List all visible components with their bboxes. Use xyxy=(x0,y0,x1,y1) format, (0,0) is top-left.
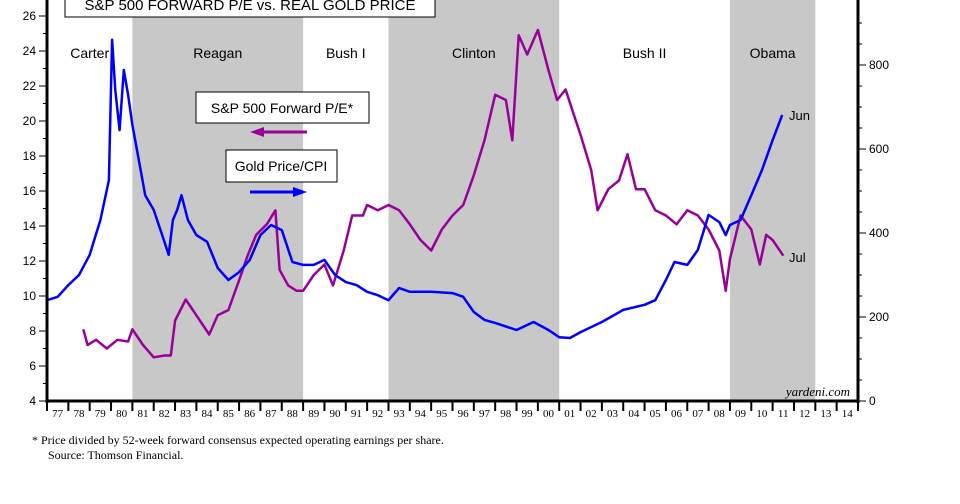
x-tick-label: 82 xyxy=(159,408,170,420)
period-label: Bush II xyxy=(623,45,667,61)
left-tick-label: 16 xyxy=(23,184,37,198)
x-tick-label: 81 xyxy=(137,408,148,420)
x-tick-label: 98 xyxy=(500,408,512,420)
series-lines xyxy=(46,28,785,359)
right-tick-label: 200 xyxy=(869,310,889,324)
source-note: Source: Thomson Financial. xyxy=(48,448,183,462)
left-tick-label: 18 xyxy=(23,149,37,163)
x-tick-label: 07 xyxy=(692,408,704,420)
x-tick-label: 91 xyxy=(351,408,362,420)
x-tick-label: 02 xyxy=(586,408,597,420)
x-tick-label: 86 xyxy=(244,408,256,420)
left-tick-label: 24 xyxy=(23,44,37,58)
x-tick-label: 14 xyxy=(842,408,854,420)
left-tick-label: 26 xyxy=(23,9,37,23)
x-tick-label: 80 xyxy=(116,408,128,420)
right-tick-label: 0 xyxy=(869,394,876,408)
pe-end-label: Jul xyxy=(789,250,806,265)
x-tick-label: 87 xyxy=(266,408,278,420)
shaded-period xyxy=(388,0,560,401)
left-tick-label: 12 xyxy=(23,254,37,268)
watermark: yardeni.com xyxy=(784,384,850,399)
x-tick-label: 05 xyxy=(650,408,662,420)
legend-pe: S&P 500 Forward P/E* xyxy=(195,91,370,137)
left-tick-label: 4 xyxy=(29,394,36,408)
chart-title: S&P 500 FORWARD P/E vs. REAL GOLD PRICE xyxy=(85,0,416,14)
x-tick-label: 97 xyxy=(479,408,491,420)
x-tick-label: 92 xyxy=(372,408,383,420)
x-tick-label: 78 xyxy=(73,408,85,420)
x-tick-label: 11 xyxy=(778,408,789,420)
x-tick-label: 79 xyxy=(95,408,107,420)
series-line-0 xyxy=(82,28,785,359)
x-tick-label: 94 xyxy=(415,408,427,420)
left-tick-label: 14 xyxy=(23,219,37,233)
x-tick-label: 12 xyxy=(799,408,810,420)
x-tick-label: 77 xyxy=(52,408,64,420)
left-tick-label: 22 xyxy=(23,79,37,93)
legend-gold-label: Gold Price/CPI xyxy=(235,158,328,174)
x-tick-label: 96 xyxy=(458,408,470,420)
right-tick-label: 600 xyxy=(869,142,889,156)
x-tick-label: 83 xyxy=(180,408,192,420)
period-label: Carter xyxy=(70,45,109,61)
x-tick-label: 85 xyxy=(223,408,235,420)
x-tick-label: 88 xyxy=(287,408,299,420)
legend-gold: Gold Price/CPI xyxy=(225,149,338,197)
x-tick-label: 99 xyxy=(522,408,534,420)
right-arrow-icon xyxy=(293,187,307,197)
footnote: * Price divided by 52-week forward conse… xyxy=(32,433,444,447)
x-tick-label: 84 xyxy=(201,408,213,420)
x-tick-label: 01 xyxy=(564,408,575,420)
left-arrow-icon xyxy=(250,127,264,137)
left-tick-label: 8 xyxy=(29,324,36,338)
legend-pe-label: S&P 500 Forward P/E* xyxy=(211,100,354,116)
president-labels: Carter Reagan Bush I Clinton Bush II Obama xyxy=(70,45,796,61)
x-tick-label: 93 xyxy=(394,408,406,420)
title-box: S&P 500 FORWARD P/E vs. REAL GOLD PRICE xyxy=(64,0,436,18)
right-tick-label: 400 xyxy=(869,226,889,240)
x-tick-label: 89 xyxy=(308,408,320,420)
period-label: Clinton xyxy=(452,45,496,61)
shaded-period xyxy=(729,0,816,401)
x-tick-label: 10 xyxy=(756,408,768,420)
x-tick-label: 06 xyxy=(671,408,683,420)
left-tick-label: 10 xyxy=(23,289,37,303)
period-label: Bush I xyxy=(326,45,366,61)
x-tick-label: 04 xyxy=(628,408,640,420)
gold-end-label: Jun xyxy=(789,108,810,123)
x-tick-label: 03 xyxy=(607,408,619,420)
left-tick-label: 20 xyxy=(23,114,37,128)
x-tick-label: 13 xyxy=(820,408,832,420)
left-tick-label: 6 xyxy=(29,359,36,373)
president-shading xyxy=(132,0,816,401)
x-tick-label: 95 xyxy=(436,408,448,420)
shaded-period xyxy=(132,0,304,401)
series-line-1 xyxy=(46,38,784,340)
x-tick-label: 08 xyxy=(714,408,726,420)
x-tick-label: 00 xyxy=(543,408,555,420)
right-tick-label: 800 xyxy=(869,58,889,72)
period-label: Obama xyxy=(750,45,796,61)
x-tick-label: 09 xyxy=(735,408,747,420)
period-label: Reagan xyxy=(193,45,242,61)
x-tick-label: 90 xyxy=(330,408,342,420)
